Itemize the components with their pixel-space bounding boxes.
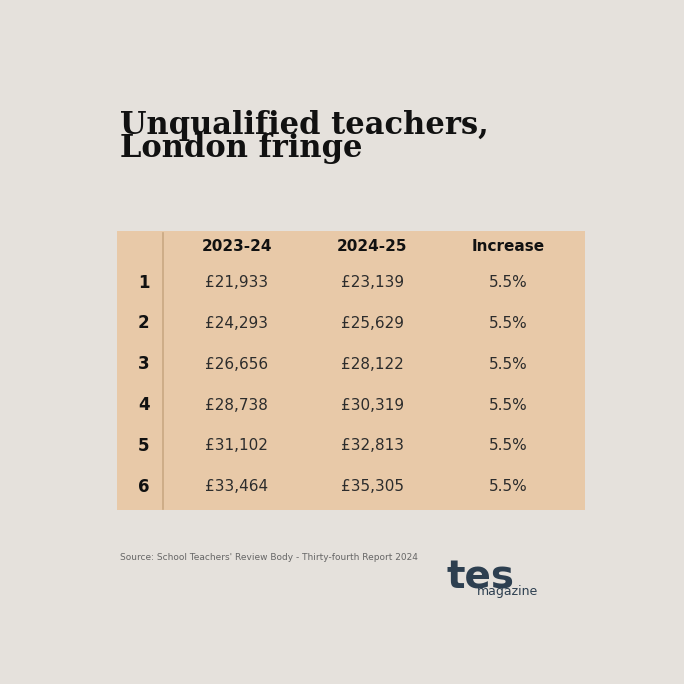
Text: 2: 2 bbox=[137, 315, 149, 332]
Text: Unqualified teachers,: Unqualified teachers, bbox=[120, 110, 489, 141]
Text: 2024-25: 2024-25 bbox=[337, 239, 408, 254]
Text: £30,319: £30,319 bbox=[341, 397, 404, 412]
Text: 4: 4 bbox=[137, 396, 149, 414]
Text: 5: 5 bbox=[138, 437, 149, 455]
Text: £24,293: £24,293 bbox=[205, 316, 268, 331]
Text: London fringe: London fringe bbox=[120, 133, 363, 164]
Text: £21,933: £21,933 bbox=[205, 275, 268, 290]
Text: 5.5%: 5.5% bbox=[488, 479, 527, 495]
Text: £32,813: £32,813 bbox=[341, 438, 404, 453]
Text: 5.5%: 5.5% bbox=[488, 357, 527, 372]
Text: £31,102: £31,102 bbox=[205, 438, 268, 453]
Text: 5.5%: 5.5% bbox=[488, 275, 527, 290]
Text: tes: tes bbox=[447, 559, 515, 597]
Text: 1: 1 bbox=[138, 274, 149, 291]
Text: 2023-24: 2023-24 bbox=[201, 239, 272, 254]
Text: £23,139: £23,139 bbox=[341, 275, 404, 290]
Bar bbox=[116, 231, 586, 510]
Text: magazine: magazine bbox=[477, 586, 538, 598]
Text: £33,464: £33,464 bbox=[205, 479, 268, 495]
Text: 3: 3 bbox=[137, 355, 149, 373]
Text: £28,122: £28,122 bbox=[341, 357, 404, 372]
Text: 5.5%: 5.5% bbox=[488, 438, 527, 453]
Text: 5.5%: 5.5% bbox=[488, 316, 527, 331]
Text: £26,656: £26,656 bbox=[205, 357, 268, 372]
Text: 6: 6 bbox=[138, 477, 149, 496]
Text: Source: School Teachers' Review Body - Thirty-fourth Report 2024: Source: School Teachers' Review Body - T… bbox=[120, 553, 418, 562]
Text: £28,738: £28,738 bbox=[205, 397, 268, 412]
Text: £25,629: £25,629 bbox=[341, 316, 404, 331]
Text: £35,305: £35,305 bbox=[341, 479, 404, 495]
Text: 5.5%: 5.5% bbox=[488, 397, 527, 412]
Text: Increase: Increase bbox=[471, 239, 544, 254]
